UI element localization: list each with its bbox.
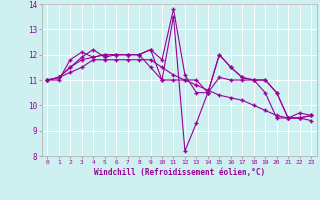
X-axis label: Windchill (Refroidissement éolien,°C): Windchill (Refroidissement éolien,°C) bbox=[94, 168, 265, 177]
